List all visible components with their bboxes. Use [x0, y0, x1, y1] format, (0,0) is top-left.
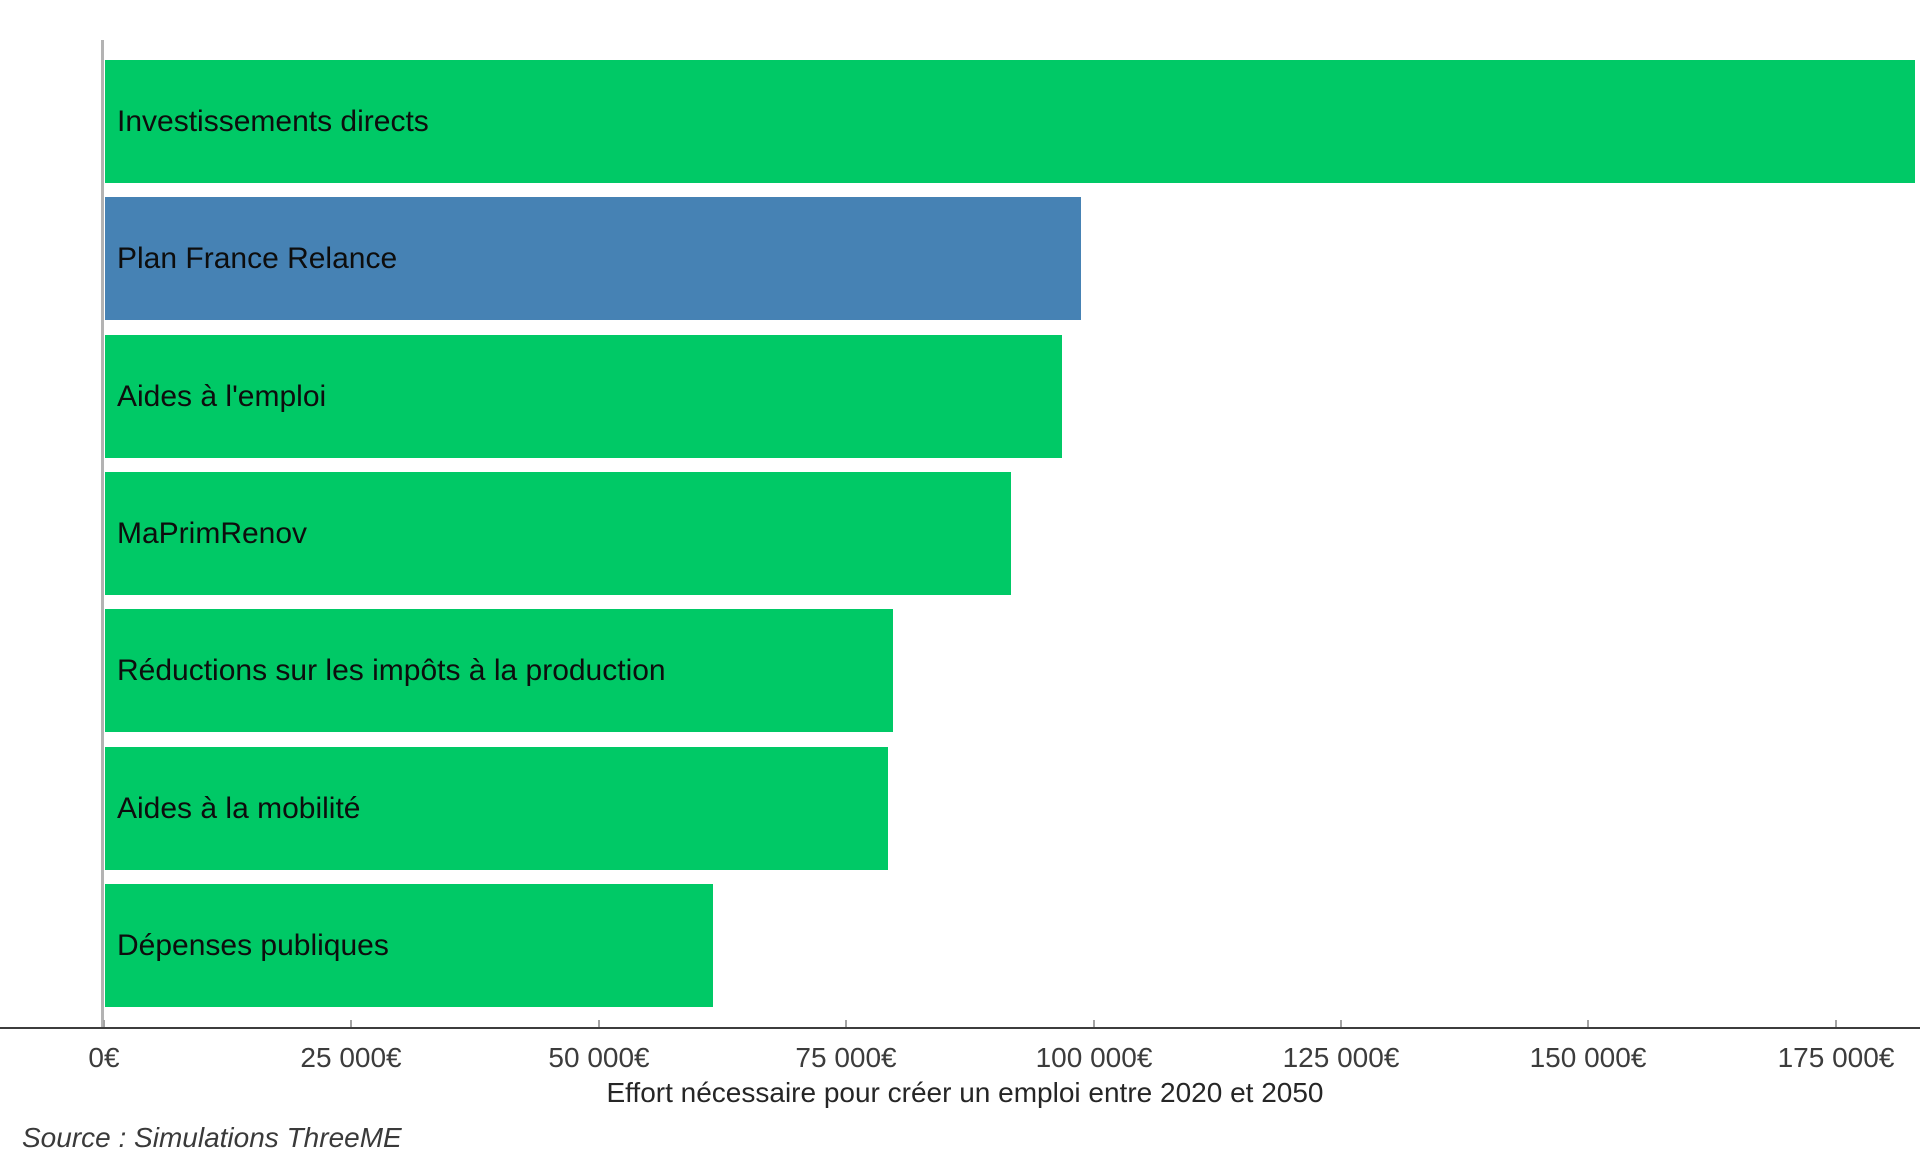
x-axis-line	[0, 1027, 1920, 1029]
x-tick-label: 25 000€	[300, 1042, 402, 1073]
bar-label: Dépenses publiques	[117, 928, 389, 962]
bar-label: MaPrimRenov	[117, 516, 308, 550]
bar-label: Investissements directs	[117, 104, 429, 138]
x-tick-label: 0€	[88, 1042, 120, 1073]
bar-label: Aides à la mobilité	[117, 791, 361, 825]
bar-label: Plan France Relance	[117, 241, 398, 275]
bar: Aides à la mobilité	[105, 747, 888, 870]
bar: Plan France Relance	[105, 197, 1081, 320]
x-tick-label: 175 000€	[1777, 1042, 1895, 1073]
x-tick-mark	[103, 1020, 105, 1027]
bar-label: Aides à l'emploi	[117, 379, 327, 413]
x-axis-label: Effort nécessaire pour créer un emploi e…	[606, 1077, 1324, 1108]
x-tick-label: 125 000€	[1282, 1042, 1400, 1073]
bar: Dépenses publiques	[105, 884, 713, 1007]
bar: Réductions sur les impôts à la productio…	[105, 609, 893, 732]
x-tick-label: 100 000€	[1035, 1042, 1153, 1073]
y-axis-line	[101, 40, 104, 1027]
x-tick-label: 150 000€	[1529, 1042, 1647, 1073]
x-tick-label: 50 000€	[548, 1042, 650, 1073]
x-tick-mark	[1587, 1020, 1589, 1027]
x-tick-mark	[1340, 1020, 1342, 1027]
bar: Aides à l'emploi	[105, 335, 1062, 458]
bar: MaPrimRenov	[105, 472, 1011, 595]
x-tick-mark	[1093, 1020, 1095, 1027]
x-tick-label: 75 000€	[795, 1042, 897, 1073]
x-tick-mark	[845, 1020, 847, 1027]
x-tick-mark	[1835, 1020, 1837, 1027]
x-tick-mark	[350, 1020, 352, 1027]
bar: Investissements directs	[105, 60, 1915, 183]
x-tick-mark	[598, 1020, 600, 1027]
bar-label: Réductions sur les impôts à la productio…	[117, 653, 666, 687]
source-note: Source : Simulations ThreeME	[22, 1122, 402, 1153]
